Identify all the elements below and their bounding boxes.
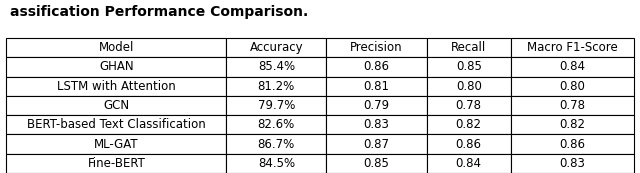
Text: assification Performance Comparison.: assification Performance Comparison. [10,5,308,19]
